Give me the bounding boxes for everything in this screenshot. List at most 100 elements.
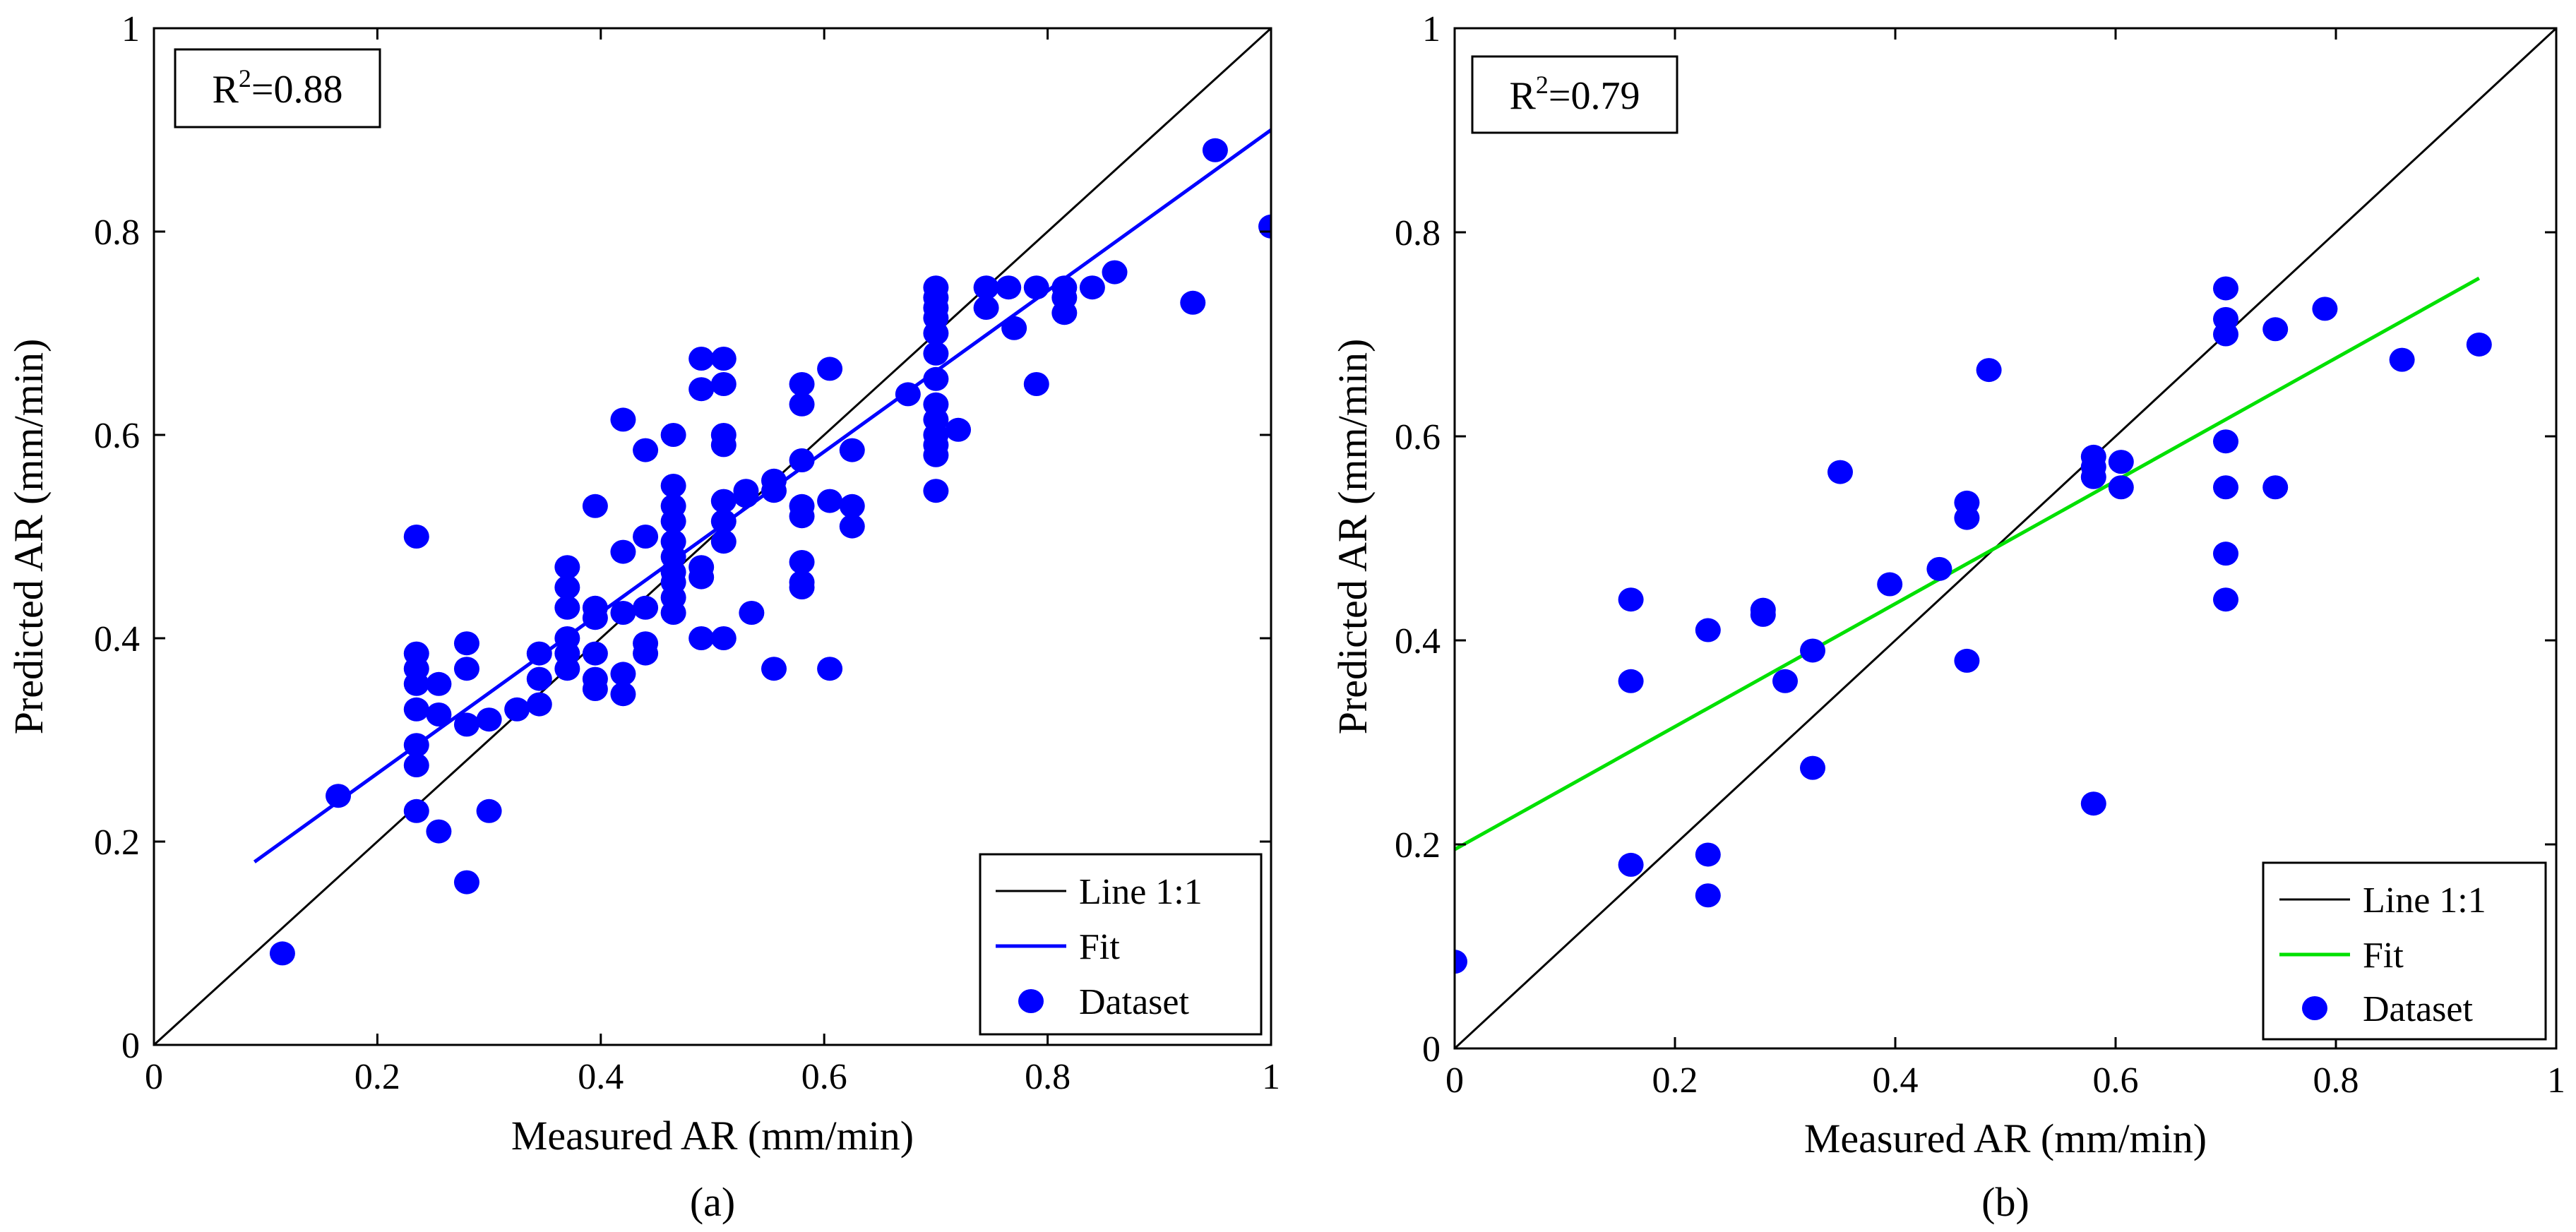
data-point-a-39 bbox=[610, 682, 636, 707]
data-point-a-106 bbox=[1001, 316, 1027, 340]
data-point-b-18 bbox=[1976, 358, 2002, 383]
data-point-a-113 bbox=[1102, 260, 1128, 285]
data-point-b-36 bbox=[2466, 332, 2492, 357]
data-point-a-55 bbox=[688, 347, 715, 371]
y-tick-label-a-3: 0.6 bbox=[94, 416, 140, 456]
data-point-a-56 bbox=[688, 377, 715, 402]
data-point-a-20 bbox=[526, 641, 552, 666]
x-tick-label-b-0: 0 bbox=[1445, 1060, 1464, 1101]
data-point-a-84 bbox=[817, 657, 843, 681]
x-tick-label-a-3: 0.6 bbox=[801, 1057, 847, 1097]
data-point-a-102 bbox=[946, 417, 972, 442]
x-tick-label-a-2: 0.4 bbox=[578, 1057, 624, 1097]
legend-text-dataset-a: Dataset bbox=[1079, 982, 1189, 1022]
data-point-a-48 bbox=[660, 509, 686, 534]
data-point-a-63 bbox=[710, 433, 737, 457]
legend-text-identity-b: Line 1:1 bbox=[2363, 880, 2486, 921]
data-point-b-30 bbox=[2213, 542, 2238, 566]
data-point-a-105 bbox=[996, 275, 1022, 300]
r2-box-b bbox=[1471, 55, 1678, 134]
data-point-b-13 bbox=[1877, 572, 1903, 597]
data-point-a-6 bbox=[403, 697, 429, 722]
data-point-a-17 bbox=[476, 707, 502, 732]
legend-a: Line 1:1 Fit Dataset bbox=[979, 853, 1263, 1036]
y-tick-label-b-4: 0.8 bbox=[1395, 213, 1441, 253]
x-axis-label-a: Measured AR (mm/min) bbox=[511, 1113, 914, 1159]
data-point-a-28 bbox=[554, 657, 580, 681]
panel-b: 0 0.2 0.4 0.6 0.8 1 0 0.2 0.4 0.6 0.8 1 Measured AR… bbox=[1330, 9, 2565, 1225]
data-point-a-61 bbox=[710, 372, 737, 396]
data-point-b-35 bbox=[2389, 347, 2415, 372]
data-point-b-29 bbox=[2213, 475, 2238, 500]
data-point-a-60 bbox=[710, 347, 737, 371]
data-point-a-69 bbox=[733, 484, 759, 508]
data-point-b-28 bbox=[2213, 429, 2238, 454]
x-tick-label-b-1: 0.2 bbox=[1652, 1060, 1698, 1101]
y-tick-label-a-5: 1 bbox=[121, 9, 140, 49]
data-point-a-81 bbox=[789, 575, 815, 599]
data-point-a-59 bbox=[688, 626, 715, 650]
data-point-b-11 bbox=[1800, 755, 1825, 780]
data-point-a-36 bbox=[610, 539, 636, 564]
r2-prefix-b: R bbox=[1510, 74, 1537, 118]
data-point-b-9 bbox=[1772, 669, 1798, 693]
data-point-a-14 bbox=[453, 657, 479, 681]
data-point-a-114 bbox=[1180, 290, 1206, 315]
data-point-b-0 bbox=[1455, 950, 1467, 974]
data-point-a-75 bbox=[789, 392, 815, 417]
r2-suffix-b: =0.79 bbox=[1549, 74, 1640, 118]
data-point-a-9 bbox=[403, 799, 429, 823]
data-point-a-5 bbox=[403, 671, 429, 696]
x-tick-label-a-1: 0.2 bbox=[354, 1057, 400, 1097]
y-tick-label-a-0: 0 bbox=[121, 1026, 140, 1066]
data-point-a-85 bbox=[839, 438, 865, 462]
data-point-a-41 bbox=[633, 525, 659, 549]
panel-label-b: (b) bbox=[1981, 1179, 2029, 1225]
x-tick-label-a-0: 0 bbox=[145, 1057, 163, 1097]
data-point-a-15 bbox=[453, 712, 479, 737]
r2-annotation-a: R2=0.88 bbox=[174, 48, 381, 128]
data-point-a-19 bbox=[504, 697, 530, 722]
data-point-a-1 bbox=[326, 784, 352, 808]
data-point-a-10 bbox=[426, 671, 452, 696]
fit-line-b bbox=[1455, 276, 2481, 851]
data-point-a-78 bbox=[789, 504, 815, 529]
data-point-a-104 bbox=[973, 296, 999, 320]
data-point-a-87 bbox=[839, 514, 865, 539]
y-axis-label-a: Predicted AR (mm/min) bbox=[6, 339, 52, 735]
y-tick-label-a-4: 0.8 bbox=[94, 213, 140, 253]
data-point-b-27 bbox=[2213, 322, 2238, 347]
data-point-a-101 bbox=[923, 479, 949, 503]
y-tick-label-a-1: 0.2 bbox=[94, 823, 140, 863]
data-point-a-107 bbox=[1023, 275, 1049, 300]
data-point-a-54 bbox=[660, 601, 686, 625]
data-point-b-33 bbox=[2262, 475, 2289, 500]
data-point-a-65 bbox=[710, 509, 737, 534]
data-point-a-83 bbox=[817, 489, 843, 513]
r2-sup-b: 2 bbox=[1536, 71, 1549, 99]
data-point-b-17 bbox=[1954, 648, 1980, 673]
data-point-a-73 bbox=[761, 657, 787, 681]
r2-annotation-b: R2=0.79 bbox=[1471, 55, 1678, 134]
data-point-a-34 bbox=[582, 677, 608, 701]
data-point-a-11 bbox=[426, 702, 452, 726]
data-point-b-31 bbox=[2213, 587, 2238, 612]
data-point-a-44 bbox=[633, 641, 659, 666]
data-point-a-13 bbox=[453, 631, 479, 656]
data-point-b-14 bbox=[1926, 556, 1952, 581]
data-point-a-35 bbox=[610, 407, 636, 432]
data-point-a-79 bbox=[789, 550, 815, 574]
y-tick-label-b-0: 0 bbox=[1422, 1029, 1441, 1070]
data-point-b-12 bbox=[1827, 460, 1853, 484]
data-point-a-42 bbox=[633, 595, 659, 620]
x-tick-label-b-2: 0.4 bbox=[1873, 1060, 1919, 1101]
legend-marker-dataset-b bbox=[2302, 996, 2327, 1020]
data-point-a-103 bbox=[973, 275, 999, 300]
data-point-a-86 bbox=[839, 494, 865, 518]
data-point-a-115 bbox=[1202, 138, 1228, 162]
data-point-a-95 bbox=[923, 366, 949, 391]
data-point-a-88 bbox=[895, 382, 921, 407]
x-tick-label-b-5: 1 bbox=[2547, 1060, 2565, 1101]
data-point-a-72 bbox=[761, 479, 787, 503]
data-point-a-45 bbox=[660, 423, 686, 447]
